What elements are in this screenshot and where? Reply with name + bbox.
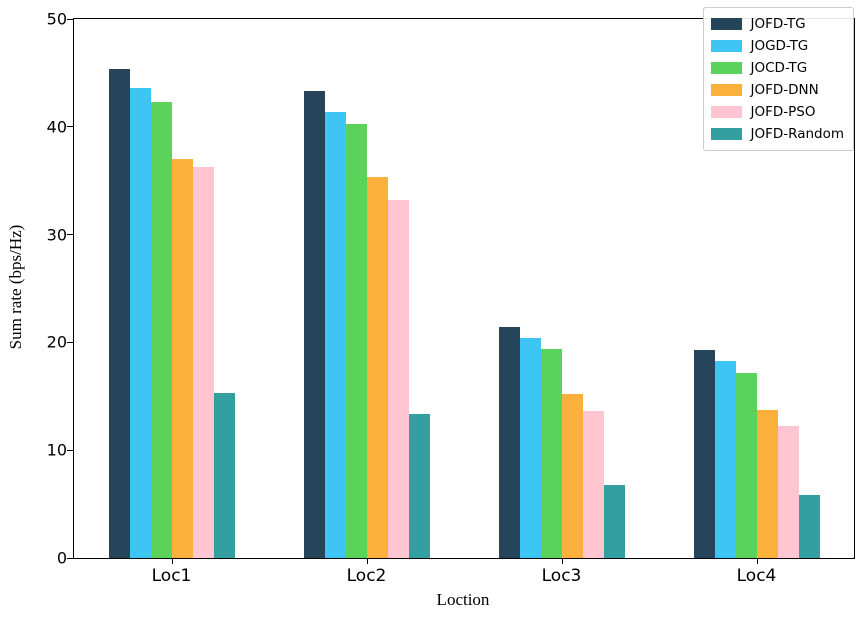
bar-jocd-tg-loc1 <box>150 102 172 558</box>
y-tick-label-30: 30 <box>46 225 67 245</box>
bar-jocd-tg-loc2 <box>345 123 367 558</box>
x-tick-label-loc1: Loc1 <box>151 566 192 586</box>
x-tick-label-loc3: Loc3 <box>541 566 582 586</box>
legend-label: JOGD-TG <box>750 38 809 54</box>
bar-jofd-pso-loc2 <box>387 200 409 558</box>
legend-label: JOFD-Random <box>750 126 844 142</box>
legend-swatch-icon <box>711 106 743 118</box>
bar-jocd-tg-loc4 <box>735 372 757 558</box>
y-tick-mark <box>67 126 74 128</box>
legend-item-jofd-dnn: JOFD-DNN <box>711 79 844 101</box>
x-tick-mark <box>366 558 368 564</box>
bar-jofd-pso-loc3 <box>582 411 604 558</box>
y-tick-label-50: 50 <box>46 9 67 29</box>
bar-jogd-tg-loc1 <box>129 88 151 558</box>
legend-swatch-icon <box>711 18 743 30</box>
legend-swatch-icon <box>711 128 743 140</box>
legend-label: JOCD-TG <box>750 60 808 76</box>
y-tick-label-10: 10 <box>46 440 67 460</box>
bar-jogd-tg-loc2 <box>324 111 346 558</box>
legend-item-jogd-tg: JOGD-TG <box>711 35 844 57</box>
y-tick-label-0: 0 <box>56 548 67 568</box>
bar-jofd-dnn-loc2 <box>366 177 388 558</box>
bar-jogd-tg-loc4 <box>714 360 736 558</box>
legend-item-jofd-pso: JOFD-PSO <box>711 101 844 123</box>
legend-item-jofd-random: JOFD-Random <box>711 123 844 145</box>
bar-jofd-tg-loc2 <box>303 91 325 558</box>
bar-jofd-dnn-loc4 <box>756 410 778 558</box>
bar-jofd-pso-loc1 <box>192 166 214 558</box>
bar-jofd-dnn-loc1 <box>171 159 193 558</box>
bar-jofd-tg-loc3 <box>498 327 520 558</box>
bar-jofd-random-loc1 <box>213 393 235 558</box>
legend-item-jofd-tg: JOFD-TG <box>711 13 844 35</box>
x-tick-label-loc2: Loc2 <box>346 566 387 586</box>
bar-jofd-pso-loc4 <box>777 426 799 558</box>
bar-jogd-tg-loc3 <box>519 338 541 558</box>
bar-jofd-random-loc2 <box>408 413 430 558</box>
y-tick-label-40: 40 <box>46 117 67 137</box>
bar-jofd-random-loc3 <box>603 484 625 558</box>
bar-jofd-tg-loc4 <box>693 349 715 558</box>
legend-label: JOFD-DNN <box>750 82 819 98</box>
y-tick-mark <box>67 234 74 236</box>
plot-area: Loc1 Loc2 Loc3 Loc4 0 10 20 30 40 50 <box>47 10 855 586</box>
bar-jocd-tg-loc3 <box>540 348 562 558</box>
x-tick-label-loc4: Loc4 <box>736 566 777 586</box>
y-tick-mark <box>67 18 74 20</box>
bar-jofd-random-loc4 <box>798 495 820 558</box>
x-tick-mark <box>561 558 563 564</box>
legend-swatch-icon <box>711 84 743 96</box>
legend-item-jocd-tg: JOCD-TG <box>711 57 844 79</box>
y-tick-mark <box>67 557 74 559</box>
bar-jofd-tg-loc1 <box>108 68 130 558</box>
legend-label: JOFD-TG <box>750 16 806 32</box>
x-axis-title: Loction <box>436 590 490 609</box>
legend-swatch-icon <box>711 40 743 52</box>
y-tick-mark <box>67 449 74 451</box>
x-tick-mark <box>171 558 173 564</box>
bar-jofd-dnn-loc3 <box>561 394 583 558</box>
legend-label: JOFD-PSO <box>750 104 816 120</box>
legend: JOFD-TG JOGD-TG JOCD-TG JOFD-DNN JOFD-PSO JOF… <box>703 7 854 151</box>
y-tick-mark <box>67 341 74 343</box>
x-tick-mark <box>756 558 758 564</box>
y-tick-label-20: 20 <box>46 332 67 352</box>
y-axis-title: Sum rate (bps/Hz) <box>6 224 25 350</box>
legend-swatch-icon <box>711 62 743 74</box>
